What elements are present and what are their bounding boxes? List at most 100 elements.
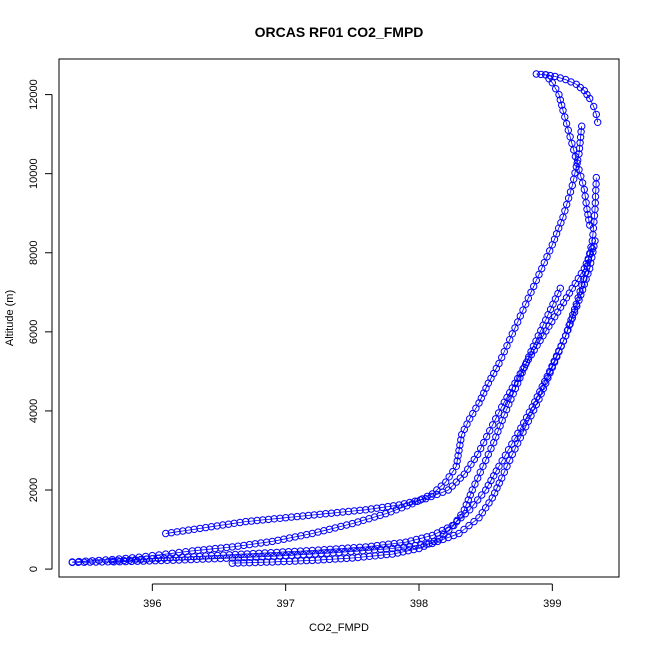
data-point [137,555,145,564]
data-point [400,500,408,508]
data-point [131,556,139,564]
data-point [588,245,596,253]
data-point [586,94,594,103]
data-point [333,508,341,517]
data-point [585,216,593,224]
x-tick-label: 396 [143,598,161,610]
data-point [470,501,478,509]
data-point [184,526,193,534]
data-point [555,90,563,99]
y-tick-label: 2000 [28,478,40,502]
data-point [577,172,585,181]
data-point [532,70,540,78]
data-point [482,456,490,465]
data-point [320,556,328,564]
data-point [474,474,482,482]
data-point [236,518,244,527]
y-tick-label: 0 [28,566,40,572]
data-point [592,173,600,182]
data-point [483,432,491,441]
data-point [350,507,358,515]
data-point [454,452,462,460]
data-point [418,534,426,542]
series-line [112,240,596,562]
data-point [402,538,410,546]
chart-title: ORCAS RF01 CO2_FMPD [255,24,424,40]
series-5 [532,70,602,127]
data-point [190,525,198,533]
data-point [297,557,305,565]
data-point [559,106,567,115]
data-point [592,110,600,119]
data-point [503,462,511,470]
data-point [467,460,475,468]
data-point [482,504,490,512]
data-point [404,547,412,555]
data-point [489,421,497,429]
data-point [516,312,524,320]
data-point [464,496,472,504]
data-point [514,318,522,326]
data-point [373,541,381,550]
data-point [450,521,458,530]
data-point [519,306,527,314]
data-point [503,342,511,350]
x-tick-label: 398 [410,598,428,610]
data-point [268,558,276,566]
data-point [257,558,265,566]
data-point [524,294,532,302]
data-point [242,517,250,526]
data-point [240,559,248,567]
data-point [234,559,242,567]
data-point [486,427,494,435]
data-point [586,250,594,258]
data-point [527,288,535,296]
data-point [274,558,282,566]
x-tick-label: 397 [276,598,294,610]
data-point [576,133,585,142]
data-point [471,480,479,488]
series-line [72,177,597,563]
data-point [162,529,170,538]
data-point [546,71,554,80]
data-point [423,533,431,541]
data-point [558,101,566,109]
y-tick-label: 4000 [28,399,40,423]
data-point [587,259,595,267]
data-point [445,526,453,534]
data-point [444,486,452,494]
data-point [356,506,364,514]
data-point [314,556,322,564]
data-point [530,282,538,291]
data-point [280,557,288,566]
data-point [207,523,216,531]
data-point [302,556,311,565]
data-point [537,70,545,79]
data-point [452,478,460,486]
data-point [412,535,420,544]
data-point [552,85,560,93]
data-point [584,210,592,219]
y-tick-label: 6000 [28,320,40,344]
data-point [445,473,453,481]
data-point [379,541,387,549]
data-point [384,502,392,511]
data-point [371,552,379,560]
data-point [390,539,398,548]
data-point [344,507,353,516]
data-point [474,496,482,504]
data-point [308,556,316,565]
data-point [440,530,448,539]
data-point [411,497,419,505]
data-point [245,540,254,549]
data-point [556,74,564,82]
y-axis-label: Altitude (m) [4,290,16,346]
data-point [396,539,404,547]
data-point [394,549,402,557]
data-point [230,519,238,527]
data-point [373,504,381,512]
data-point [234,542,242,550]
data-point [571,152,580,161]
data-point [196,524,204,533]
